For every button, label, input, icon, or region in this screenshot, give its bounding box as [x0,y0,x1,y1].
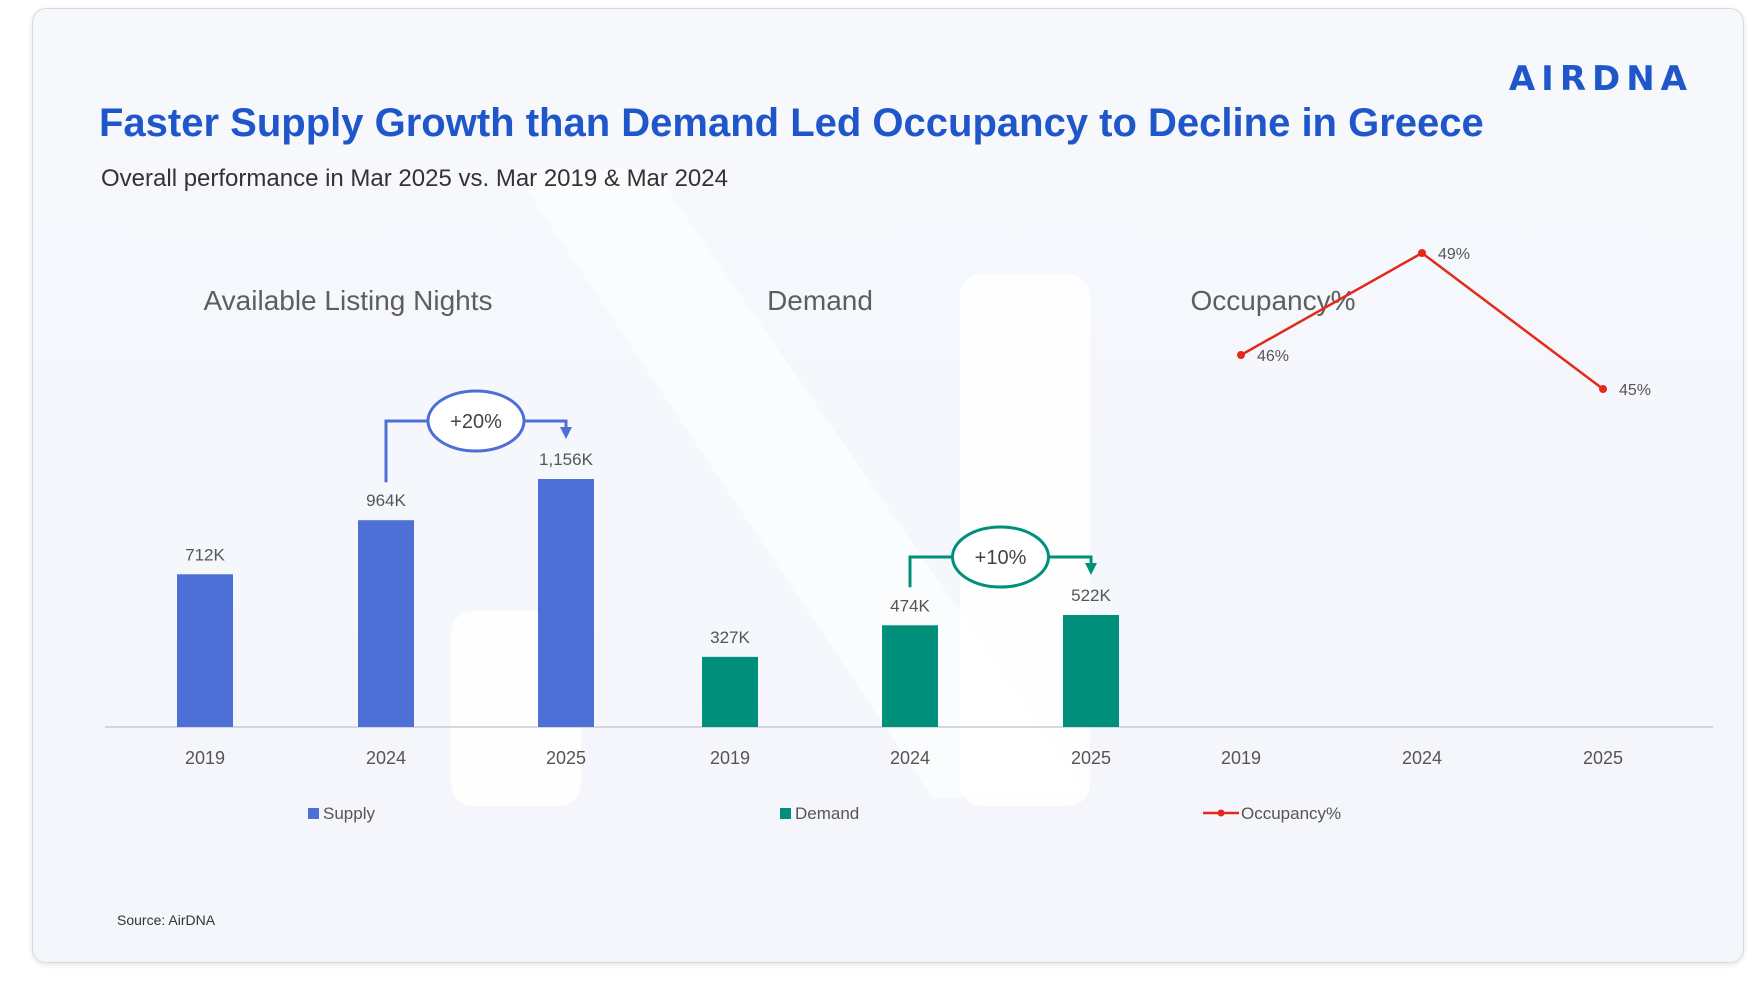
watermark-diagonal [513,169,1083,799]
tick-label-occupancy-2024: 2024 [1402,748,1442,768]
tick-label-supply-2025: 2025 [546,748,586,768]
growth-badge-supply [426,389,526,453]
tick-label-demand-2019: 2019 [710,748,750,768]
bar-supply-2024 [358,520,414,727]
legend-occupancy-marker [1217,809,1225,817]
tick-label-demand-2025: 2025 [1071,748,1111,768]
bar-demand-2019 [702,656,758,727]
bar-supply-2019 [177,574,233,727]
legend-supply-label: Supply [323,804,375,823]
growth-badge-text-demand: +10% [975,547,1027,569]
source-note: Source: AirDNA [117,912,216,928]
growth-arrowhead-demand [1085,563,1097,576]
bar-supply-2025 [538,479,594,727]
data-label-supply-2019: 712K [185,545,225,564]
tick-label-occupancy-2025: 2025 [1583,748,1623,768]
growth-badge-demand [951,525,1050,589]
bar-demand-2024 [882,625,938,727]
occupancy-label-2019: 46% [1257,348,1289,365]
data-label-supply-2024: 964K [366,491,406,510]
occupancy-point-2019 [1237,351,1245,359]
bar-demand-2025 [1063,615,1119,727]
page-title: Faster Supply Growth than Demand Led Occ… [99,101,1484,145]
legend-demand-swatch [780,808,791,819]
brand-logo: AIRDNA [1508,59,1693,99]
data-label-supply-2025: 1,156K [539,450,594,469]
page-subtitle: Overall performance in Mar 2025 vs. Mar … [101,165,728,192]
panel-title-supply: Available Listing Nights [203,285,493,316]
data-label-demand-2025: 522K [1071,586,1111,605]
tick-label-supply-2024: 2024 [366,748,406,768]
panel-title-demand: Demand [767,285,873,316]
growth-arrowhead-supply [560,427,572,439]
chart-canvas: 712K 2019 964K 2024 1,156K 2025 +20% Supply 327K… [105,246,1713,823]
occupancy-point-2024 [1418,249,1426,257]
occupancy-label-2025: 45% [1619,382,1651,399]
occupancy-line [1240,251,1604,390]
panel-title-occupancy: Occupancy% [1190,285,1356,316]
tick-label-demand-2024: 2024 [890,748,930,768]
legend-occupancy-label: Occupancy% [1241,804,1341,823]
growth-badge-text-supply: +20% [450,411,502,433]
occupancy-label-2024: 49% [1438,246,1470,263]
tick-label-occupancy-2019: 2019 [1221,748,1261,768]
data-label-demand-2019: 327K [710,628,750,647]
occupancy-point-2025 [1599,385,1607,393]
tick-label-supply-2019: 2019 [185,748,225,768]
legend-demand-label: Demand [795,804,859,823]
chart-card: AIRDNA Faster Supply Growth than Demand … [32,8,1744,963]
legend-supply-swatch [308,808,319,819]
data-label-demand-2024: 474K [890,596,930,615]
